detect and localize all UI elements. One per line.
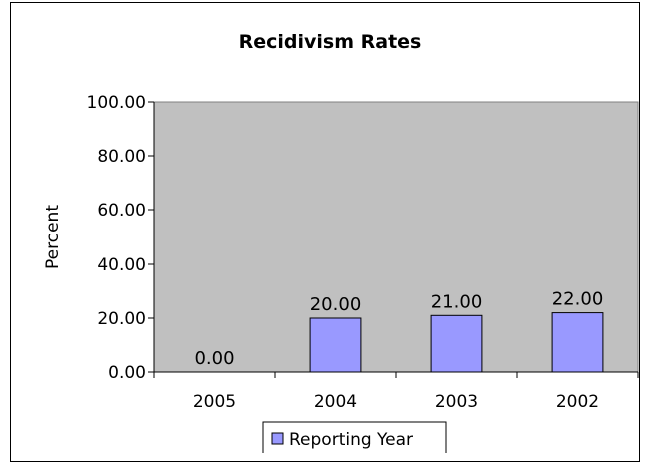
y-axis-title: Percent — [43, 205, 63, 269]
bar-data-label: 0.00 — [194, 348, 234, 369]
bar — [309, 317, 362, 373]
x-tick-label: 2003 — [435, 392, 478, 412]
x-tick-label: 2005 — [193, 392, 236, 412]
x-tick-label: 2004 — [314, 392, 357, 412]
chart-title: Recidivism Rates — [239, 31, 422, 53]
legend-box — [262, 421, 447, 453]
legend-swatch — [271, 432, 284, 445]
bar-data-label: 22.00 — [552, 289, 604, 310]
y-tick-label: 80.00 — [97, 147, 146, 167]
bar-data-label: 21.00 — [431, 291, 483, 312]
legend-label: Reporting Year — [289, 430, 413, 450]
bar-data-label: 20.00 — [310, 294, 362, 315]
y-tick-label: 60.00 — [97, 201, 146, 221]
y-tick-label: 20.00 — [97, 309, 146, 329]
y-tick-label: 40.00 — [97, 255, 146, 275]
y-tick-label: 100.00 — [87, 93, 146, 113]
x-tick-label: 2002 — [556, 392, 599, 412]
bar — [551, 312, 604, 373]
legend: Reporting Year — [262, 421, 447, 453]
bar — [430, 314, 483, 373]
y-tick-label: 0.00 — [108, 363, 146, 383]
